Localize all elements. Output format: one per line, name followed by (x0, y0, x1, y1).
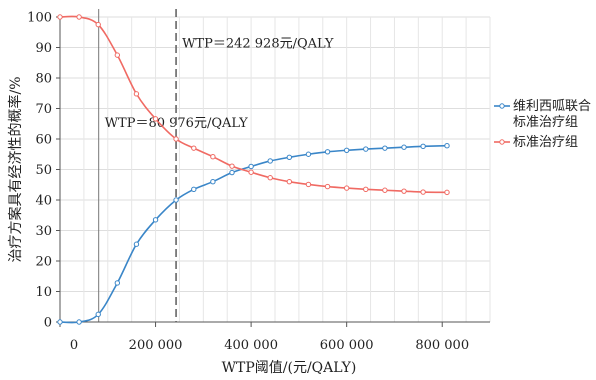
data-point (286, 179, 293, 185)
data-point (382, 145, 388, 151)
data-point (248, 163, 254, 170)
y-tick-label: 100 (27, 11, 52, 26)
y-tick-label: 70 (35, 102, 52, 117)
data-point (363, 186, 369, 193)
data-point (444, 143, 450, 149)
legend-label: 标准治疗组 (513, 115, 578, 130)
y-tick-label: 10 (35, 285, 52, 300)
data-point (305, 151, 312, 157)
data-point (286, 154, 293, 161)
legend-swatch-marker (499, 139, 505, 145)
data-point (401, 188, 407, 194)
data-point (76, 319, 82, 325)
y-tick-label: 30 (35, 224, 52, 239)
data-point (173, 136, 179, 142)
data-point (210, 179, 216, 185)
y-tick-label: 40 (35, 194, 52, 209)
data-point (152, 217, 159, 223)
data-point (57, 319, 63, 325)
x-tick-label: 600 000 (320, 338, 374, 353)
data-point (343, 185, 350, 191)
data-point (152, 116, 159, 122)
y-tick-label: 0 (44, 316, 52, 331)
data-point (133, 241, 140, 247)
y-tick-label: 80 (35, 72, 52, 87)
data-point (173, 197, 179, 203)
data-point (420, 143, 426, 150)
x-axis-title: WTP阈值/(元/QALY) (222, 360, 357, 376)
y-tick-label: 60 (35, 133, 52, 148)
y-axis-title: 治疗方案具有经济性的概率/% (7, 76, 24, 262)
data-point (324, 149, 331, 155)
wtp-242928-label: WTP＝242 928元/QALY (182, 37, 334, 52)
data-point (420, 189, 426, 195)
series-1 (57, 143, 450, 325)
legend-label: 维利西呱联合 (513, 98, 591, 114)
data-point (248, 169, 254, 175)
y-tick-label: 90 (35, 41, 52, 56)
data-point (229, 169, 235, 176)
data-point (95, 21, 101, 28)
data-point (95, 311, 101, 318)
legend-label: 标准治疗组 (513, 135, 578, 150)
data-point (76, 14, 82, 20)
data-point (382, 187, 388, 193)
data-point (210, 153, 216, 160)
data-point (191, 145, 197, 151)
y-tick-label: 50 (35, 163, 52, 178)
series-2 (57, 14, 450, 196)
axis-ticks: 0 10 20 30 40 50 60 70 80 90 100 0 200 000 400 000 600… (27, 11, 469, 354)
x-tick-label: 400 000 (224, 338, 278, 353)
data-series (57, 14, 450, 325)
data-point (267, 158, 273, 164)
grid-lines (59, 16, 491, 323)
x-tick-label: 200 000 (129, 338, 183, 353)
legend-swatch-marker (499, 103, 505, 109)
y-tick-label: 20 (35, 255, 52, 270)
x-tick-label: 800 000 (415, 338, 469, 353)
data-point (57, 14, 63, 20)
data-point (444, 189, 450, 196)
data-point (114, 280, 121, 286)
x-tick-label: 0 (70, 338, 78, 353)
data-point (229, 163, 235, 169)
data-point (114, 52, 121, 58)
data-point (324, 183, 331, 190)
data-point (343, 147, 350, 153)
data-point (133, 91, 140, 97)
data-point (191, 186, 197, 193)
data-point (305, 181, 312, 188)
data-point (401, 144, 407, 150)
data-point (363, 146, 369, 152)
legend-item-2: 标准治疗组 (494, 135, 578, 150)
data-point (267, 175, 273, 181)
